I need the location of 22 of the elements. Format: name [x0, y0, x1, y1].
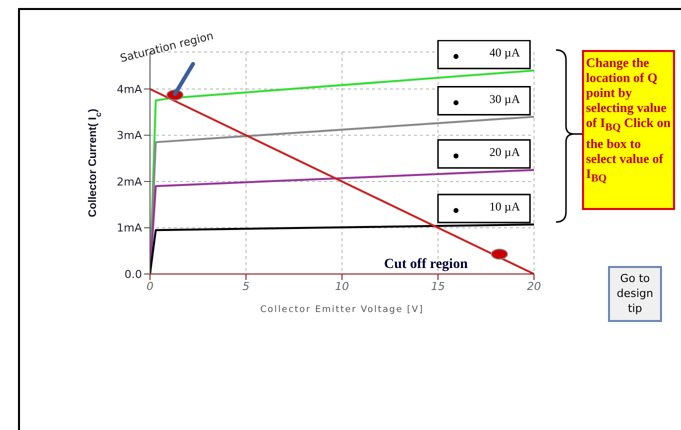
label-box: 40 µA — [437, 40, 531, 70]
y-tick-label: 2mA — [116, 175, 142, 188]
x-tick-label: 0 — [146, 280, 154, 293]
x-tick-label: 10 — [335, 280, 349, 293]
text: Change the location of Q point by selecting value of I$_{BQ}$ Click on the box to select value of I$_{BQ}$ — [586, 55, 671, 184]
x-tick-label: 15 — [431, 280, 445, 293]
y-tick-label: 3mA — [116, 129, 142, 142]
label-box: 20 µA — [437, 139, 531, 169]
series-label: 30 µA — [489, 92, 520, 106]
y-tick-label: 4mA — [116, 82, 142, 96]
series-label: 10 µA — [489, 200, 520, 214]
x-tick-label: 20 — [527, 280, 541, 293]
label-box: 30 µA — [437, 86, 531, 116]
y-tick-label: 1mA — [116, 222, 142, 235]
text: Go to design tip — [608, 266, 662, 322]
series-label: 20 µA — [489, 144, 520, 159]
label-box: 10 µA — [437, 194, 531, 224]
y-tick-label: 0.0 — [124, 268, 142, 281]
x-tick-label: 5 — [242, 280, 250, 293]
annotation: Cut off region — [384, 257, 468, 273]
series-label: 40 µA — [489, 46, 520, 60]
x-axis-title: Collector Emitter Voltage [V] — [260, 305, 424, 315]
